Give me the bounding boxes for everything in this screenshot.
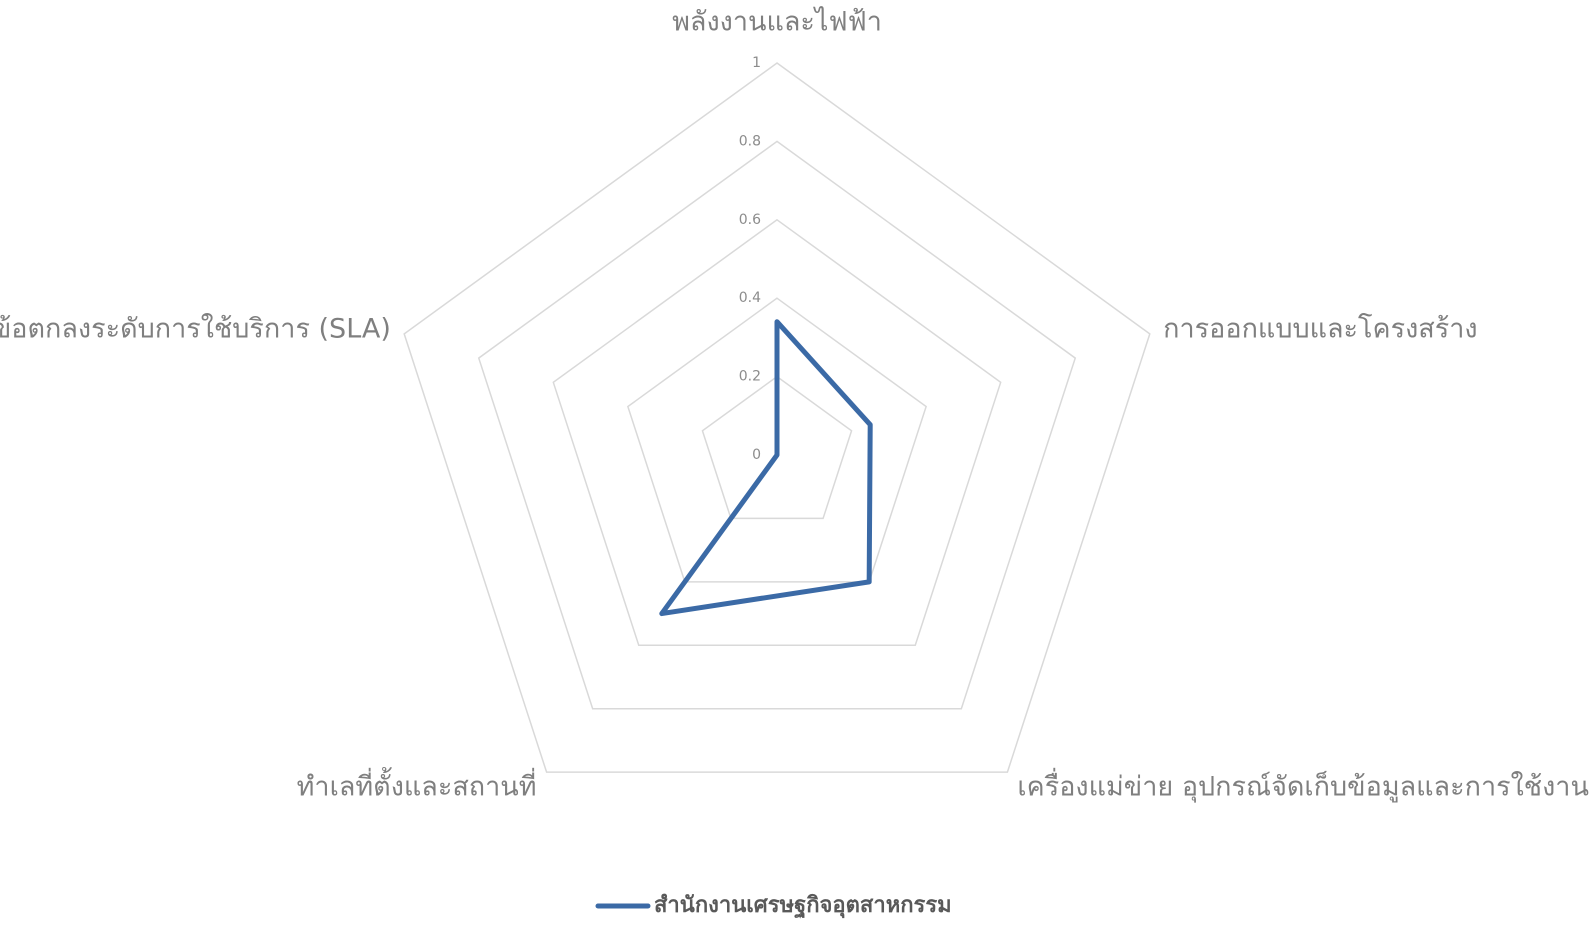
- category-label: ทำเลที่ตั้งและสถานที่: [297, 767, 537, 803]
- category-label: การออกแบบและโครงสร้าง: [1163, 313, 1478, 344]
- category-label: เครื่องแม่ข่าย อุปกรณ์จัดเก็บข้อมูลและกา…: [1017, 768, 1589, 804]
- legend-label: สำนักงานเศรษฐกิจอุตสาหกรรม: [654, 893, 952, 919]
- tick-label: 0.4: [739, 290, 761, 306]
- tick-label: 0.2: [739, 369, 761, 385]
- category-label: ข้อตกลงระดับการใช้บริการ (SLA): [0, 312, 391, 344]
- tick-label: 1: [752, 55, 761, 71]
- tick-label: 0.8: [739, 133, 761, 149]
- grid-ring: [477, 140, 1077, 710]
- grid-ring: [701, 375, 853, 520]
- category-label: พลังงานและไฟฟ้า: [672, 7, 882, 38]
- series-line: [659, 319, 873, 617]
- tick-label: 0: [752, 447, 761, 463]
- grid-ring: [403, 62, 1151, 773]
- tick-label: 0.6: [739, 212, 761, 228]
- grid-ring: [552, 218, 1002, 647]
- grid-ring: [626, 297, 928, 583]
